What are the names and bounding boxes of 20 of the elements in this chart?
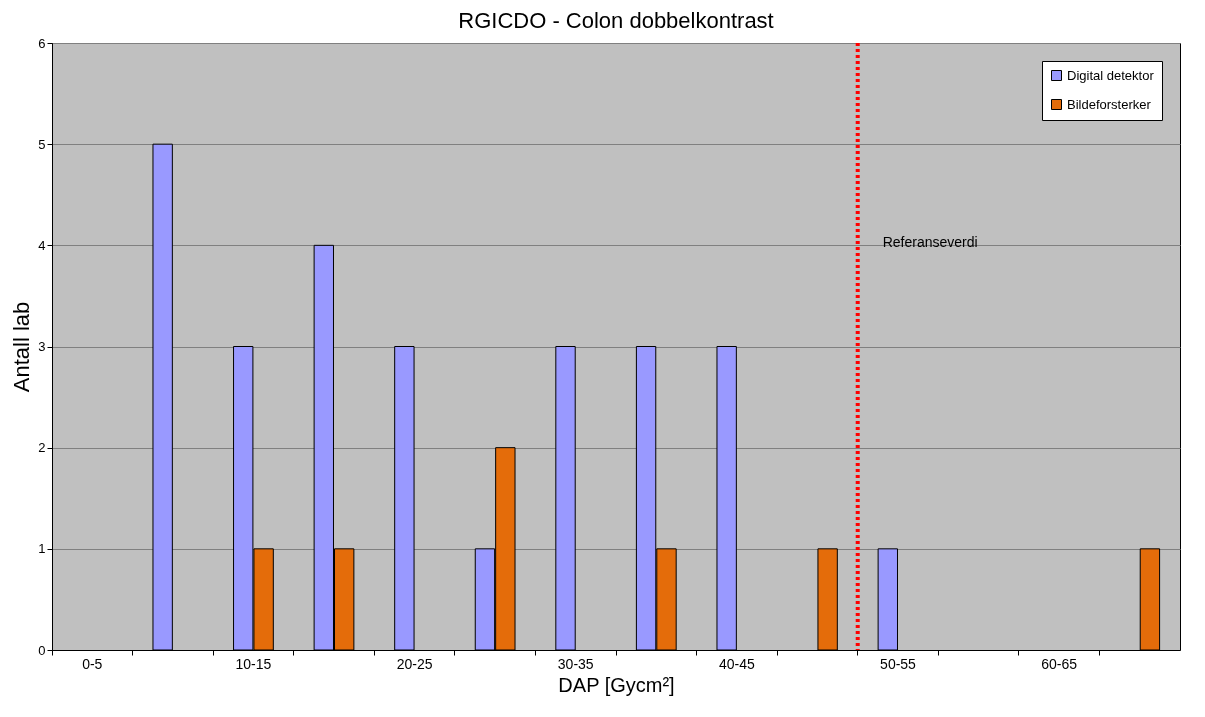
y-tick-label: 6 xyxy=(38,35,46,51)
x-tick-label: 20-25 xyxy=(396,655,433,672)
x-tick-label: 0-5 xyxy=(82,655,103,672)
y-tick-label: 2 xyxy=(38,440,46,456)
x-tick-label: 60-65 xyxy=(1041,655,1078,672)
y-tick-label: 5 xyxy=(38,136,46,152)
chart-title: RGICDO - Colon dobbelkontrast xyxy=(458,8,774,33)
y-tick-label: 3 xyxy=(38,339,46,354)
y-tick-label: 1 xyxy=(38,541,46,557)
y-axis-title: Antall lab xyxy=(9,301,35,393)
legend-label: Bildeforsterker xyxy=(1067,96,1152,112)
y-tick-label: 0 xyxy=(38,642,46,658)
legend-label: Digital detektor xyxy=(1067,67,1155,83)
x-tick-label: 50-55 xyxy=(880,655,917,672)
ref-line-label: Referanseverdi xyxy=(882,234,978,250)
x-tick-label: 10-15 xyxy=(235,655,272,672)
x-tick-label: 30-35 xyxy=(557,655,594,672)
x-tick-label: 40-45 xyxy=(718,655,755,672)
x-axis-title: DAP [Gycm²] xyxy=(558,673,675,696)
y-tick-label: 4 xyxy=(38,237,46,253)
